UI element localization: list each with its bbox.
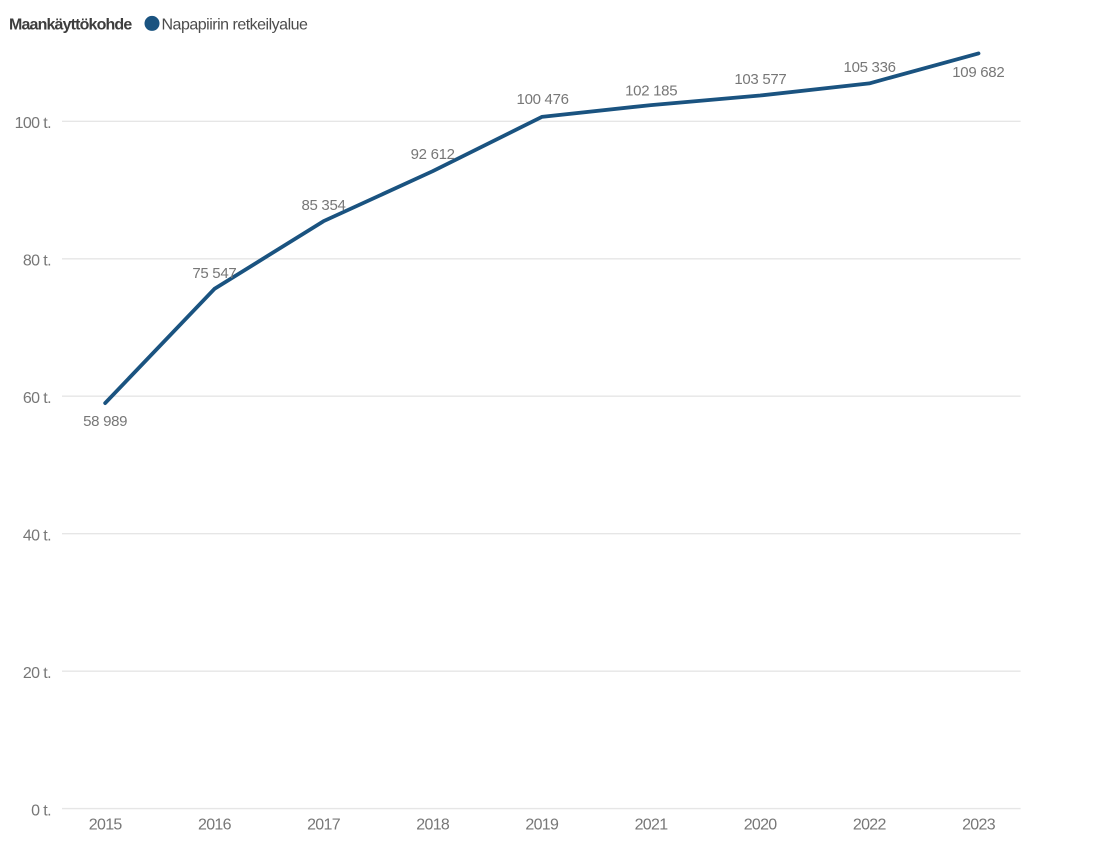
- svg-text:100 t.: 100 t.: [15, 115, 51, 132]
- svg-text:2016: 2016: [198, 817, 232, 834]
- svg-text:2015: 2015: [89, 817, 123, 834]
- svg-text:0 t.: 0 t.: [31, 803, 51, 820]
- svg-text:58 989: 58 989: [83, 413, 127, 430]
- svg-text:40 t.: 40 t.: [23, 528, 51, 545]
- svg-text:2018: 2018: [416, 817, 450, 834]
- svg-text:103 577: 103 577: [734, 71, 786, 88]
- svg-text:100 476: 100 476: [517, 91, 569, 108]
- svg-text:80 t.: 80 t.: [23, 253, 51, 270]
- svg-text:20 t.: 20 t.: [23, 665, 51, 682]
- svg-text:85 354: 85 354: [301, 197, 345, 214]
- svg-text:109 682: 109 682: [952, 64, 1004, 81]
- svg-text:2020: 2020: [744, 817, 778, 834]
- svg-text:2022: 2022: [853, 817, 887, 834]
- svg-text:2023: 2023: [962, 817, 996, 834]
- svg-text:Maankäyttökohde: Maankäyttökohde: [9, 17, 132, 34]
- svg-text:75 547: 75 547: [192, 265, 236, 282]
- svg-text:92 612: 92 612: [411, 146, 455, 163]
- svg-text:2021: 2021: [635, 817, 669, 834]
- svg-text:60 t.: 60 t.: [23, 390, 51, 407]
- svg-text:2019: 2019: [525, 817, 559, 834]
- svg-text:2017: 2017: [307, 817, 341, 834]
- svg-text:105 336: 105 336: [844, 59, 896, 76]
- svg-text:102 185: 102 185: [625, 82, 677, 99]
- svg-text:Napapiirin retkeilyalue: Napapiirin retkeilyalue: [162, 17, 309, 34]
